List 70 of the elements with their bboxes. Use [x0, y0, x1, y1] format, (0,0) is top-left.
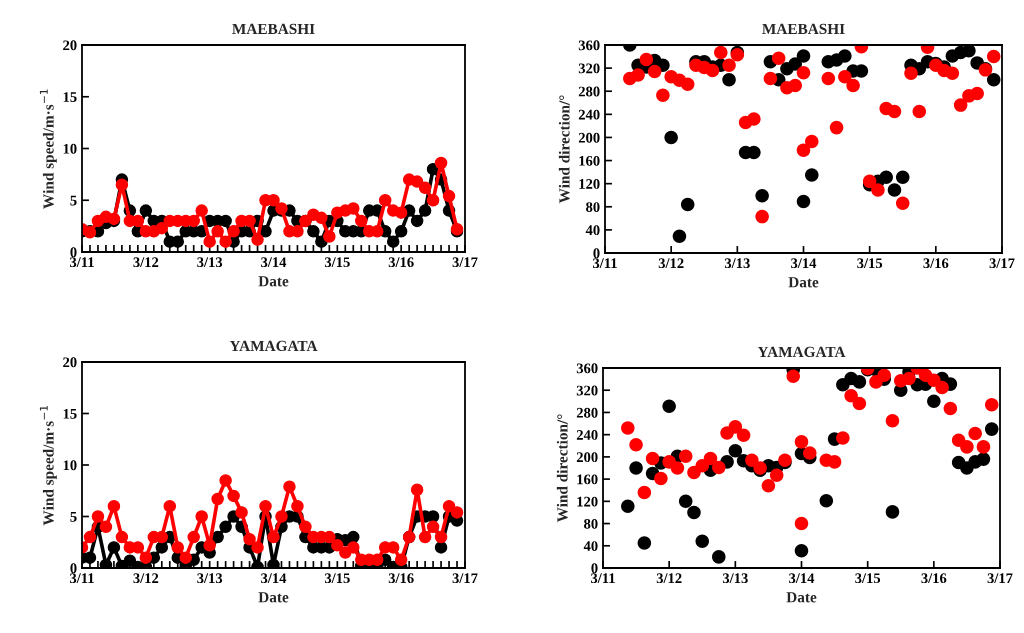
y-tick-label: 0 — [70, 563, 77, 574]
y-tick-label: 10 — [63, 460, 77, 471]
y-tick-label: 240 — [576, 430, 598, 440]
x-tick-label: 3/12 — [133, 257, 159, 268]
y-tick-label: 80 — [584, 518, 598, 529]
y-tick-label: 120 — [577, 496, 598, 507]
chart-title: YAMAGATA — [757, 346, 846, 358]
y-tick-label: 20 — [63, 357, 77, 368]
y-tick-label: 120 — [579, 179, 600, 189]
y-tick-label: 5 — [70, 195, 77, 206]
y-tick-label: 280 — [578, 86, 600, 97]
y-axis-title: Wind direction/° — [556, 414, 568, 523]
y-tick-label: 240 — [578, 109, 600, 120]
y-tick-label: 160 — [577, 474, 598, 485]
x-tick-label: 3/11 — [590, 573, 615, 584]
x-tick-label: 3/17 — [452, 257, 478, 268]
y-tick-label: 360 — [578, 40, 600, 51]
x-tick-label: 3/15 — [857, 258, 883, 269]
chart-title: YAMAGATA — [229, 340, 318, 352]
y-tick-label: 0 — [70, 247, 77, 258]
x-tick-label: 3/16 — [921, 573, 947, 584]
y-tick-label: 5 — [70, 512, 77, 522]
y-tick-label: 0 — [591, 563, 598, 574]
x-axis-title: Date — [788, 277, 819, 288]
y-tick-label: 320 — [576, 385, 598, 396]
x-tick-label: 3/14 — [791, 258, 817, 269]
y-tick-label: 15 — [63, 92, 77, 102]
y-tick-label: 360 — [576, 363, 598, 374]
x-axis-title: Date — [258, 276, 289, 287]
x-tick-label: 3/13 — [722, 573, 748, 584]
x-tick-label: 3/16 — [388, 573, 414, 584]
y-tick-label: 280 — [576, 407, 598, 418]
x-tick-label: 3/17 — [989, 258, 1015, 269]
x-tick-label: 3/14 — [261, 573, 287, 584]
x-tick-label: 3/17 — [987, 573, 1013, 584]
x-tick-label: 3/12 — [658, 258, 684, 269]
y-tick-label: 20 — [63, 40, 77, 51]
x-tick-label: 3/13 — [197, 257, 223, 268]
x-tick-label: 3/13 — [724, 258, 750, 269]
x-tick-label: 3/13 — [197, 573, 223, 584]
x-tick-label: 3/11 — [69, 257, 94, 268]
y-tick-label: 320 — [578, 63, 600, 74]
x-tick-label: 3/12 — [133, 573, 159, 584]
x-tick-label: 3/11 — [592, 258, 617, 269]
y-tick-label: 40 — [583, 541, 598, 551]
y-tick-label: 10 — [63, 143, 77, 154]
y-tick-label: 80 — [586, 202, 600, 212]
x-tick-label: 3/11 — [69, 573, 94, 584]
y-axis-title: Wind speed/m·s$^{−1}$ — [39, 89, 57, 209]
x-tick-label: 3/17 — [452, 573, 478, 584]
chart-title: MAEBASHI — [762, 23, 845, 35]
x-tick-label: 3/16 — [388, 257, 414, 268]
x-tick-label: 3/16 — [923, 258, 949, 269]
y-tick-label: 160 — [579, 155, 600, 166]
chart-title: MAEBASHI — [232, 23, 315, 35]
x-axis-title: Date — [258, 592, 289, 603]
x-tick-label: 3/12 — [656, 573, 682, 584]
y-tick-label: 15 — [63, 408, 77, 419]
x-tick-label: 3/15 — [324, 257, 350, 268]
y-tick-label: 40 — [585, 225, 600, 236]
y-tick-label: 0 — [593, 248, 600, 259]
y-axis-title: Wind direction/° — [558, 95, 570, 204]
x-tick-label: 3/14 — [261, 257, 287, 268]
x-tick-label: 3/15 — [324, 573, 350, 584]
y-tick-label: 200 — [576, 452, 598, 463]
x-tick-label: 3/15 — [855, 573, 881, 584]
y-tick-label: 200 — [578, 132, 600, 143]
y-axis-title: Wind speed/m·s$^{−1}$ — [39, 405, 57, 526]
x-axis-title: Date — [786, 592, 817, 603]
x-tick-label: 3/14 — [789, 573, 815, 584]
